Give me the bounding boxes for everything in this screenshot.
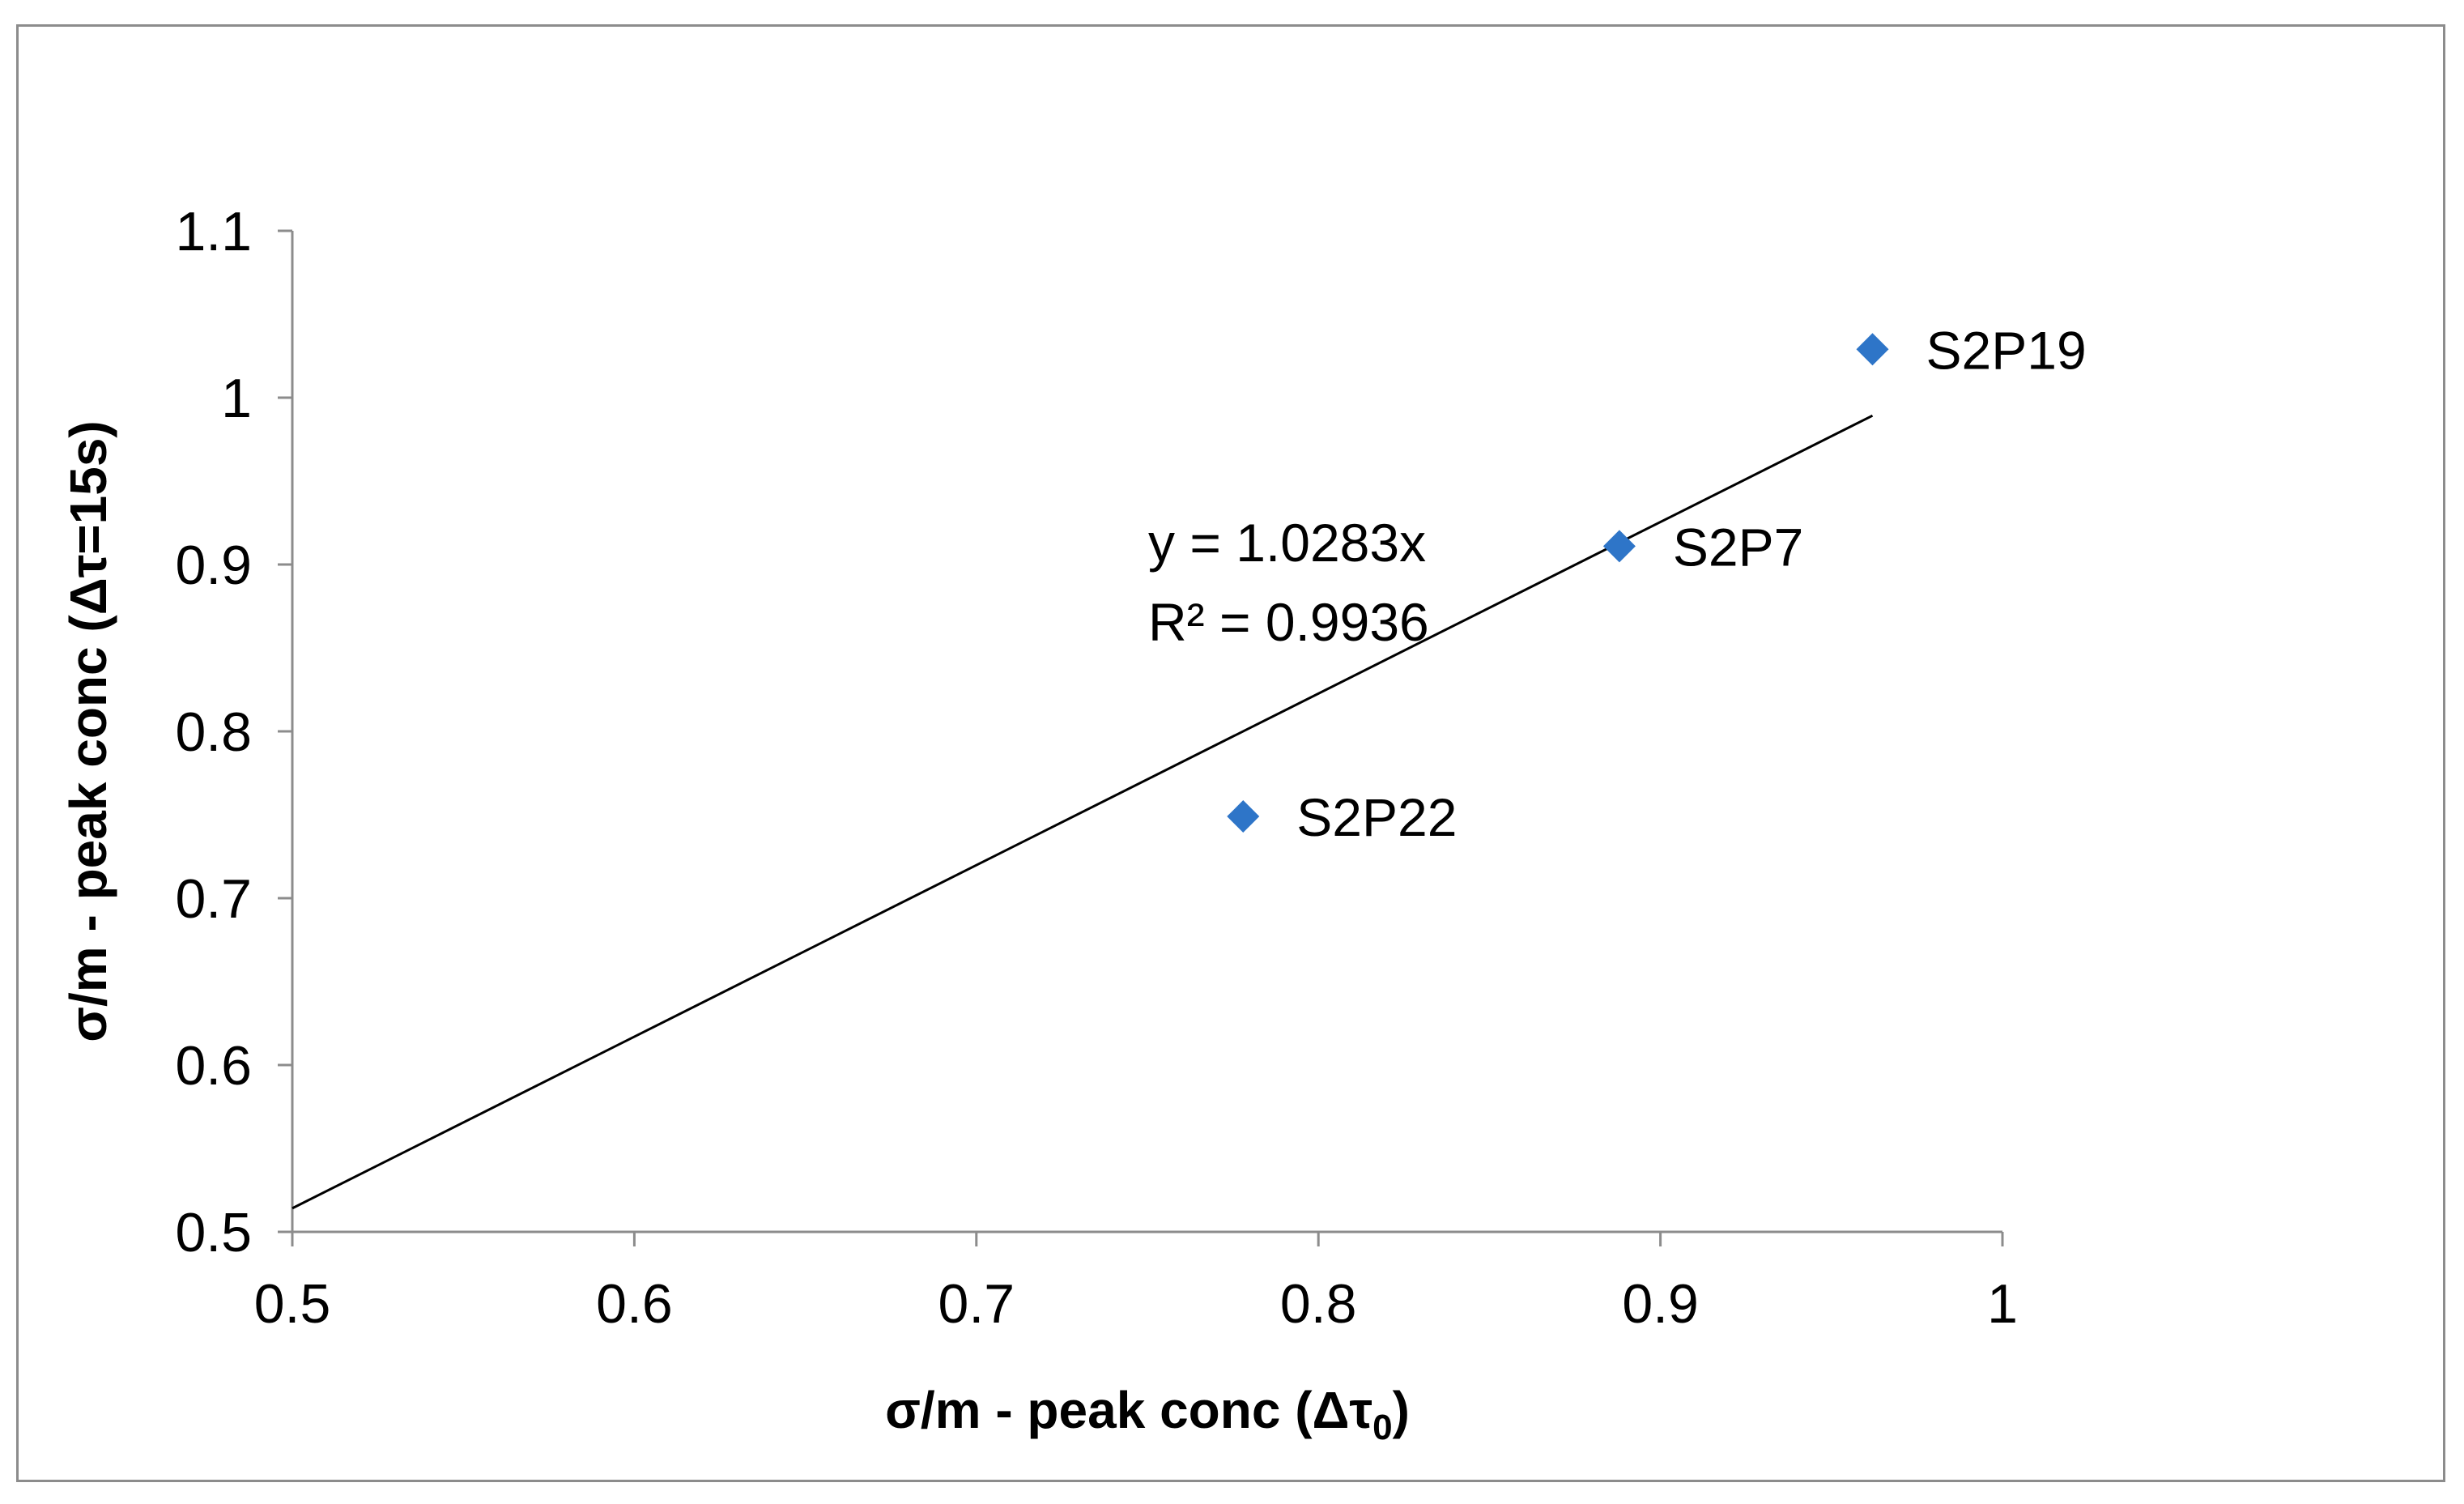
y-axis-title: σ/m - peak conc (Δτ=15s) (59, 420, 117, 1042)
x-axis-title: σ/m - peak conc (Δτ0) (885, 1381, 1410, 1447)
data-point-s2p22 (1227, 800, 1260, 833)
data-points (1227, 333, 1889, 833)
y-tick-label: 0.5 (175, 1202, 252, 1263)
trendline-r-squared: R² = 0.9936 (1148, 592, 1429, 652)
x-tick-label: 1 (1987, 1273, 2018, 1335)
y-tick-label: 0.8 (175, 701, 252, 763)
point-label-s2p22: S2P22 (1296, 787, 1457, 847)
chart-area: 0.5 0.6 0.7 0.8 0.9 1 0.5 0.6 0.7 0.8 0.9 1 1.1 S2P… (16, 24, 2445, 1482)
point-labels: S2P22 S2P7 S2P19 (1296, 320, 2086, 847)
y-tick-label: 1.1 (175, 201, 252, 262)
x-axis-title-main: σ/m - peak conc (Δτ (885, 1381, 1372, 1439)
trendline-equation: y = 1.0283x (1148, 513, 1426, 573)
y-tick-label: 0.9 (175, 535, 252, 596)
axes (291, 231, 2002, 1233)
point-label-s2p7: S2P7 (1673, 517, 1803, 577)
trendline (292, 414, 1874, 1210)
x-axis-title-end: ) (1393, 1381, 1410, 1439)
y-tick-label: 1 (221, 368, 252, 429)
data-point-s2p19 (1856, 333, 1889, 366)
x-tick-label: 0.8 (1280, 1273, 1357, 1335)
x-tick-label: 0.9 (1622, 1273, 1699, 1335)
x-axis-title-subscript: 0 (1372, 1408, 1392, 1447)
y-axis-ticks: 0.5 0.6 0.7 0.8 0.9 1 1.1 (175, 201, 292, 1263)
x-axis-ticks: 0.5 0.6 0.7 0.8 0.9 1 (254, 1232, 2018, 1335)
point-label-s2p19: S2P19 (1926, 320, 2086, 380)
trendline-group (292, 414, 1874, 1210)
scatter-chart: 0.5 0.6 0.7 0.8 0.9 1 0.5 0.6 0.7 0.8 0.9 1 1.1 S2P… (59, 201, 2087, 1447)
y-tick-label: 0.7 (175, 868, 252, 930)
data-point-s2p7 (1602, 530, 1636, 563)
y-tick-label: 0.6 (175, 1035, 252, 1097)
x-tick-label: 0.6 (596, 1273, 673, 1335)
x-tick-label: 0.5 (254, 1273, 331, 1335)
x-tick-label: 0.7 (938, 1273, 1015, 1335)
